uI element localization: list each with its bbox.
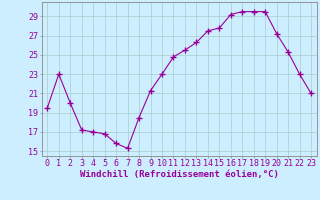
X-axis label: Windchill (Refroidissement éolien,°C): Windchill (Refroidissement éolien,°C) — [80, 170, 279, 179]
